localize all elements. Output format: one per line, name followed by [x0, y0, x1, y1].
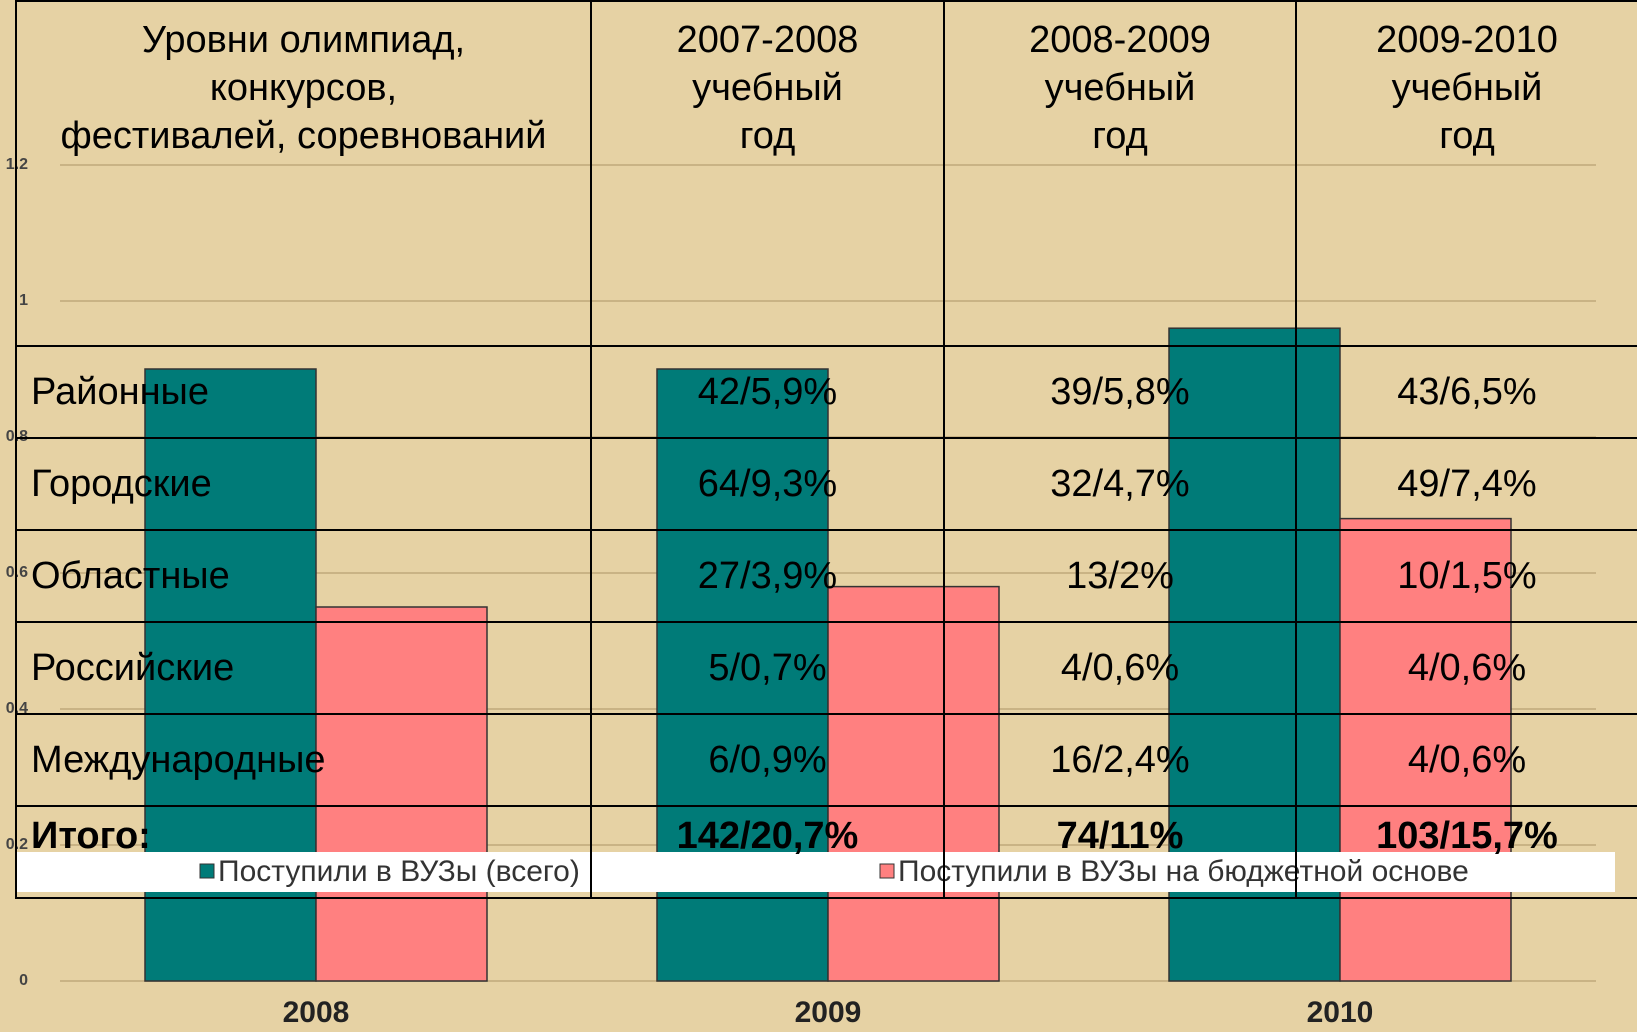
header-line: учебный [1044, 67, 1196, 109]
olympiad-table: Уровни олимпиад, конкурсов, фестивалей, со… [15, 0, 1637, 899]
table-cell: 74/11% [943, 805, 1297, 899]
table-cell: 27/3,9% [590, 529, 945, 623]
table-cell: 142/20,7% [590, 805, 945, 899]
x-tick-label: 2010 [1307, 996, 1374, 1029]
table-cell: 16/2,4% [943, 713, 1297, 807]
header-line: фестивалей, соревнований [60, 115, 547, 157]
header-cell: 2009-2010 учебный год [1295, 0, 1637, 347]
header-line: 2009-2010 [1376, 19, 1558, 61]
table-cell: 4/0,6% [943, 621, 1297, 715]
table-cell: Районные [15, 345, 592, 439]
table-cell: 10/1,5% [1295, 529, 1637, 623]
y-tick-label: 0 [19, 972, 28, 989]
table-cell: Областные [15, 529, 592, 623]
table-row: Российские 5/0,7% 4/0,6% 4/0,6% [15, 621, 1637, 715]
table-cell: 43/6,5% [1295, 345, 1637, 439]
table-cell: 4/0,6% [1295, 713, 1637, 807]
total-row: Итого: 142/20,7% 74/11% 103/15,7% [15, 805, 1637, 899]
x-tick-label: 2008 [283, 996, 350, 1029]
table-body: Уровни олимпиад, конкурсов, фестивалей, со… [15, 0, 1637, 899]
header-line: конкурсов, [209, 67, 398, 109]
table-cell: 6/0,9% [590, 713, 945, 807]
x-tick-label: 2009 [795, 996, 862, 1029]
table-cell: Итого: [15, 805, 592, 899]
table-row: Городские 64/9,3% 32/4,7% 49/7,4% [15, 437, 1637, 531]
header-line: учебный [692, 67, 843, 109]
header-cell: 2008-2009 учебный год [943, 0, 1297, 347]
table-cell: 64/9,3% [590, 437, 945, 531]
table-row: Областные 27/3,9% 13/2% 10/1,5% [15, 529, 1637, 623]
header-line: учебный [1391, 67, 1543, 109]
table-cell: Международные [15, 713, 592, 807]
header-line: 2007-2008 [676, 19, 859, 61]
header-line: 2008-2009 [1029, 19, 1211, 61]
table-cell: 42/5,9% [590, 345, 945, 439]
table-row: Районные 42/5,9% 39/5,8% 43/6,5% [15, 345, 1637, 439]
table-cell: 4/0,6% [1295, 621, 1637, 715]
header-line: год [739, 115, 796, 157]
table-row: Международные 6/0,9% 16/2,4% 4/0,6% [15, 713, 1637, 807]
header-line: год [1439, 115, 1495, 157]
header-cell: Уровни олимпиад, конкурсов, фестивалей, со… [15, 0, 592, 347]
table-cell: 39/5,8% [943, 345, 1297, 439]
table-cell: 13/2% [943, 529, 1297, 623]
table-cell: Городские [15, 437, 592, 531]
header-cell: 2007-2008 учебный год [590, 0, 945, 347]
header-row: Уровни олимпиад, конкурсов, фестивалей, со… [15, 0, 1637, 347]
table-cell: 103/15,7% [1295, 805, 1637, 899]
header-line: Уровни олимпиад, [141, 19, 466, 61]
table-cell: 32/4,7% [943, 437, 1297, 531]
header-line: год [1092, 115, 1148, 157]
table-cell: 49/7,4% [1295, 437, 1637, 531]
table-cell: Российские [15, 621, 592, 715]
table-cell: 5/0,7% [590, 621, 945, 715]
